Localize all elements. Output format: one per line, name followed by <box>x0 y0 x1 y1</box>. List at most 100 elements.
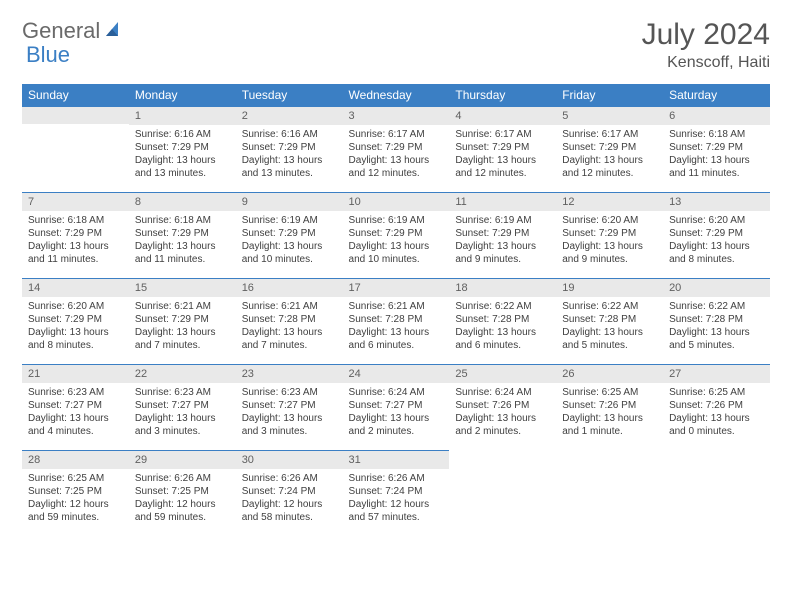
sunset-text: Sunset: 7:24 PM <box>242 485 337 498</box>
calendar-cell: 24Sunrise: 6:24 AMSunset: 7:27 PMDayligh… <box>343 364 450 450</box>
daylight-text: Daylight: 13 hours and 9 minutes. <box>562 240 657 266</box>
calendar-cell: 7Sunrise: 6:18 AMSunset: 7:29 PMDaylight… <box>22 192 129 278</box>
sunrise-text: Sunrise: 6:19 AM <box>349 214 444 227</box>
sunset-text: Sunset: 7:26 PM <box>562 399 657 412</box>
calendar-cell: 2Sunrise: 6:16 AMSunset: 7:29 PMDaylight… <box>236 106 343 192</box>
calendar-table: Sunday Monday Tuesday Wednesday Thursday… <box>22 84 770 536</box>
day-number: 22 <box>129 364 236 383</box>
sunrise-text: Sunrise: 6:21 AM <box>242 300 337 313</box>
daylight-text: Daylight: 13 hours and 0 minutes. <box>669 412 764 438</box>
day-details: Sunrise: 6:22 AMSunset: 7:28 PMDaylight:… <box>449 297 556 356</box>
day-number: 26 <box>556 364 663 383</box>
daylight-text: Daylight: 13 hours and 1 minute. <box>562 412 657 438</box>
day-details: Sunrise: 6:21 AMSunset: 7:29 PMDaylight:… <box>129 297 236 356</box>
daylight-text: Daylight: 13 hours and 10 minutes. <box>349 240 444 266</box>
daylight-text: Daylight: 12 hours and 59 minutes. <box>135 498 230 524</box>
day-number: 15 <box>129 278 236 297</box>
daylight-text: Daylight: 13 hours and 4 minutes. <box>28 412 123 438</box>
daylight-text: Daylight: 13 hours and 8 minutes. <box>669 240 764 266</box>
sunrise-text: Sunrise: 6:20 AM <box>562 214 657 227</box>
sunrise-text: Sunrise: 6:23 AM <box>242 386 337 399</box>
daylight-text: Daylight: 13 hours and 3 minutes. <box>242 412 337 438</box>
logo-sail-icon <box>104 20 124 43</box>
sunset-text: Sunset: 7:25 PM <box>28 485 123 498</box>
sunset-text: Sunset: 7:29 PM <box>135 227 230 240</box>
day-details: Sunrise: 6:23 AMSunset: 7:27 PMDaylight:… <box>22 383 129 442</box>
sunrise-text: Sunrise: 6:18 AM <box>669 128 764 141</box>
calendar-cell: 21Sunrise: 6:23 AMSunset: 7:27 PMDayligh… <box>22 364 129 450</box>
daylight-text: Daylight: 13 hours and 11 minutes. <box>135 240 230 266</box>
daylight-text: Daylight: 13 hours and 7 minutes. <box>242 326 337 352</box>
sunrise-text: Sunrise: 6:23 AM <box>135 386 230 399</box>
day-number: 20 <box>663 278 770 297</box>
daylight-text: Daylight: 12 hours and 58 minutes. <box>242 498 337 524</box>
weekday-header-row: Sunday Monday Tuesday Wednesday Thursday… <box>22 84 770 106</box>
day-details: Sunrise: 6:24 AMSunset: 7:27 PMDaylight:… <box>343 383 450 442</box>
day-number: 8 <box>129 192 236 211</box>
sunrise-text: Sunrise: 6:17 AM <box>562 128 657 141</box>
day-details: Sunrise: 6:19 AMSunset: 7:29 PMDaylight:… <box>449 211 556 270</box>
logo-text-general: General <box>22 18 100 44</box>
day-number: 24 <box>343 364 450 383</box>
sunset-text: Sunset: 7:29 PM <box>669 227 764 240</box>
day-details: Sunrise: 6:22 AMSunset: 7:28 PMDaylight:… <box>663 297 770 356</box>
calendar-cell: 25Sunrise: 6:24 AMSunset: 7:26 PMDayligh… <box>449 364 556 450</box>
calendar-week-row: 21Sunrise: 6:23 AMSunset: 7:27 PMDayligh… <box>22 364 770 450</box>
day-details: Sunrise: 6:25 AMSunset: 7:26 PMDaylight:… <box>663 383 770 442</box>
day-number: 28 <box>22 450 129 469</box>
sunrise-text: Sunrise: 6:16 AM <box>242 128 337 141</box>
sunset-text: Sunset: 7:29 PM <box>28 227 123 240</box>
calendar-cell: 27Sunrise: 6:25 AMSunset: 7:26 PMDayligh… <box>663 364 770 450</box>
location-label: Kenscoff, Haiti <box>642 54 770 72</box>
calendar-week-row: 28Sunrise: 6:25 AMSunset: 7:25 PMDayligh… <box>22 450 770 536</box>
calendar-week-row: 1Sunrise: 6:16 AMSunset: 7:29 PMDaylight… <box>22 106 770 192</box>
daylight-text: Daylight: 13 hours and 6 minutes. <box>349 326 444 352</box>
sunrise-text: Sunrise: 6:18 AM <box>28 214 123 227</box>
calendar-cell: 8Sunrise: 6:18 AMSunset: 7:29 PMDaylight… <box>129 192 236 278</box>
calendar-cell: 11Sunrise: 6:19 AMSunset: 7:29 PMDayligh… <box>449 192 556 278</box>
calendar-cell: 12Sunrise: 6:20 AMSunset: 7:29 PMDayligh… <box>556 192 663 278</box>
day-details: Sunrise: 6:19 AMSunset: 7:29 PMDaylight:… <box>343 211 450 270</box>
day-details: Sunrise: 6:20 AMSunset: 7:29 PMDaylight:… <box>663 211 770 270</box>
sunset-text: Sunset: 7:29 PM <box>455 227 550 240</box>
calendar-cell: 22Sunrise: 6:23 AMSunset: 7:27 PMDayligh… <box>129 364 236 450</box>
sunrise-text: Sunrise: 6:19 AM <box>455 214 550 227</box>
day-number: 31 <box>343 450 450 469</box>
daylight-text: Daylight: 13 hours and 5 minutes. <box>562 326 657 352</box>
logo: General <box>22 18 126 44</box>
sunrise-text: Sunrise: 6:24 AM <box>455 386 550 399</box>
day-number: 5 <box>556 106 663 125</box>
sunset-text: Sunset: 7:28 PM <box>455 313 550 326</box>
sunset-text: Sunset: 7:28 PM <box>669 313 764 326</box>
daylight-text: Daylight: 13 hours and 5 minutes. <box>669 326 764 352</box>
sunrise-text: Sunrise: 6:23 AM <box>28 386 123 399</box>
calendar-cell: 13Sunrise: 6:20 AMSunset: 7:29 PMDayligh… <box>663 192 770 278</box>
weekday-header: Thursday <box>449 84 556 106</box>
day-number: 9 <box>236 192 343 211</box>
weekday-header: Tuesday <box>236 84 343 106</box>
sunrise-text: Sunrise: 6:25 AM <box>28 472 123 485</box>
day-number: 30 <box>236 450 343 469</box>
day-details: Sunrise: 6:22 AMSunset: 7:28 PMDaylight:… <box>556 297 663 356</box>
sunset-text: Sunset: 7:25 PM <box>135 485 230 498</box>
sunrise-text: Sunrise: 6:26 AM <box>242 472 337 485</box>
sunset-text: Sunset: 7:24 PM <box>349 485 444 498</box>
calendar-cell: 31Sunrise: 6:26 AMSunset: 7:24 PMDayligh… <box>343 450 450 536</box>
daylight-text: Daylight: 13 hours and 9 minutes. <box>455 240 550 266</box>
calendar-cell: 17Sunrise: 6:21 AMSunset: 7:28 PMDayligh… <box>343 278 450 364</box>
calendar-cell: 29Sunrise: 6:26 AMSunset: 7:25 PMDayligh… <box>129 450 236 536</box>
day-details: Sunrise: 6:17 AMSunset: 7:29 PMDaylight:… <box>556 125 663 184</box>
calendar-week-row: 14Sunrise: 6:20 AMSunset: 7:29 PMDayligh… <box>22 278 770 364</box>
sunset-text: Sunset: 7:29 PM <box>135 141 230 154</box>
day-number: 23 <box>236 364 343 383</box>
calendar-cell: 20Sunrise: 6:22 AMSunset: 7:28 PMDayligh… <box>663 278 770 364</box>
day-details: Sunrise: 6:26 AMSunset: 7:25 PMDaylight:… <box>129 469 236 528</box>
calendar-cell: 6Sunrise: 6:18 AMSunset: 7:29 PMDaylight… <box>663 106 770 192</box>
calendar-cell: 18Sunrise: 6:22 AMSunset: 7:28 PMDayligh… <box>449 278 556 364</box>
sunrise-text: Sunrise: 6:17 AM <box>455 128 550 141</box>
day-number: 2 <box>236 106 343 125</box>
day-number: 27 <box>663 364 770 383</box>
sunrise-text: Sunrise: 6:20 AM <box>669 214 764 227</box>
day-number: 7 <box>22 192 129 211</box>
sunrise-text: Sunrise: 6:25 AM <box>669 386 764 399</box>
